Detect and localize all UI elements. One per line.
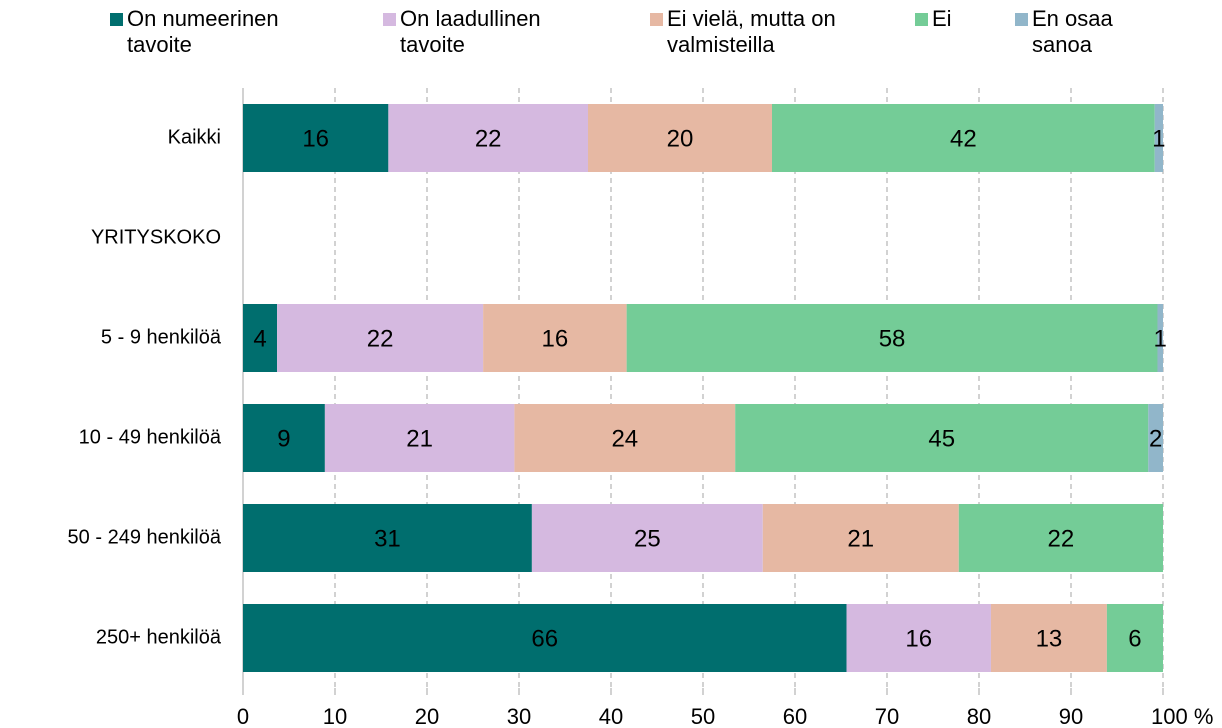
data-label: 9 xyxy=(277,425,290,452)
y-tick-label: YRITYSKOKO xyxy=(91,226,221,248)
data-label: 22 xyxy=(475,125,502,152)
data-label: 1 xyxy=(1154,325,1167,352)
legend-label: On laadullinen tavoite xyxy=(400,6,541,57)
bar-segment xyxy=(1154,104,1163,172)
data-label: 24 xyxy=(611,425,638,452)
x-tick-label: 40 xyxy=(599,704,623,728)
legend-label: En osaa sanoa xyxy=(1032,6,1113,57)
data-label: 25 xyxy=(634,525,661,552)
y-tick-label: 50 - 249 henkilöä xyxy=(68,526,222,548)
legend-label: Ei xyxy=(932,6,952,31)
bar-segment xyxy=(762,504,959,572)
bar-segment xyxy=(735,404,1149,472)
y-tick-label: Kaikki xyxy=(168,126,221,148)
data-label: 4 xyxy=(253,325,266,352)
data-label: 2 xyxy=(1149,425,1162,452)
bar-segment xyxy=(772,104,1155,172)
x-tick-label: 50 xyxy=(691,704,715,728)
data-label: 16 xyxy=(542,325,569,352)
legend-swatch xyxy=(383,13,396,26)
data-label: 16 xyxy=(905,625,932,652)
bar-segment xyxy=(277,304,484,372)
legend-swatch xyxy=(650,13,663,26)
data-label: 6 xyxy=(1128,625,1141,652)
data-label: 66 xyxy=(531,625,558,652)
bar-segment xyxy=(243,604,847,672)
bar-segment xyxy=(626,304,1158,372)
data-label: 22 xyxy=(1048,525,1075,552)
bar-segment xyxy=(990,604,1107,672)
x-tick-label: 10 xyxy=(323,704,347,728)
y-tick-label: 250+ henkilöä xyxy=(96,626,222,648)
legend-item: On laadullinen tavoite xyxy=(383,6,573,58)
bar-segment xyxy=(1157,304,1163,372)
legend-item: En osaa sanoa xyxy=(1015,6,1125,58)
data-label: 16 xyxy=(302,125,329,152)
data-label: 21 xyxy=(406,425,433,452)
data-label: 21 xyxy=(847,525,874,552)
bar-segment xyxy=(324,404,515,472)
legend-item: Ei xyxy=(915,6,995,32)
x-tick-label: 60 xyxy=(783,704,807,728)
data-label: 1 xyxy=(1152,125,1165,152)
bar-segment xyxy=(588,104,772,172)
bar-segment xyxy=(958,504,1163,572)
x-tick-label: 80 xyxy=(967,704,991,728)
bar-segment xyxy=(514,404,736,472)
data-label: 22 xyxy=(367,325,394,352)
data-label: 45 xyxy=(928,425,955,452)
bar-segment xyxy=(243,504,532,572)
x-tick-label: 90 xyxy=(1059,704,1083,728)
y-tick-label: 5 - 9 henkilöä xyxy=(101,326,222,348)
x-tick-label: 70 xyxy=(875,704,899,728)
bar-segment xyxy=(1106,604,1163,672)
legend-label: Ei vielä, mutta on valmisteilla xyxy=(667,6,836,57)
data-label: 31 xyxy=(374,525,401,552)
bar-segment xyxy=(846,604,991,672)
x-tick-label: 30 xyxy=(507,704,531,728)
data-label: 42 xyxy=(950,125,977,152)
x-tick-label: 20 xyxy=(415,704,439,728)
data-label: 13 xyxy=(1036,625,1063,652)
bar-segment xyxy=(243,304,278,372)
legend-swatch xyxy=(1015,13,1028,26)
x-tick-label: 100 % xyxy=(1151,704,1213,728)
legend-swatch xyxy=(110,13,123,26)
legend-label: On numeerinen tavoite xyxy=(127,6,279,57)
bar-segment xyxy=(243,404,325,472)
bar-segment xyxy=(1148,404,1163,472)
bar-segment xyxy=(531,504,763,572)
bar-segment xyxy=(243,104,389,172)
y-tick-label: 10 - 49 henkilöä xyxy=(79,426,222,448)
legend-item: Ei vielä, mutta on valmisteilla xyxy=(650,6,870,58)
x-tick-label: 0 xyxy=(237,704,249,728)
bar-segment xyxy=(483,304,627,372)
bar-segment xyxy=(388,104,588,172)
data-label: 20 xyxy=(667,125,694,152)
legend-item: On numeerinen tavoite xyxy=(110,6,300,58)
legend-swatch xyxy=(915,13,928,26)
data-label: 58 xyxy=(879,325,906,352)
